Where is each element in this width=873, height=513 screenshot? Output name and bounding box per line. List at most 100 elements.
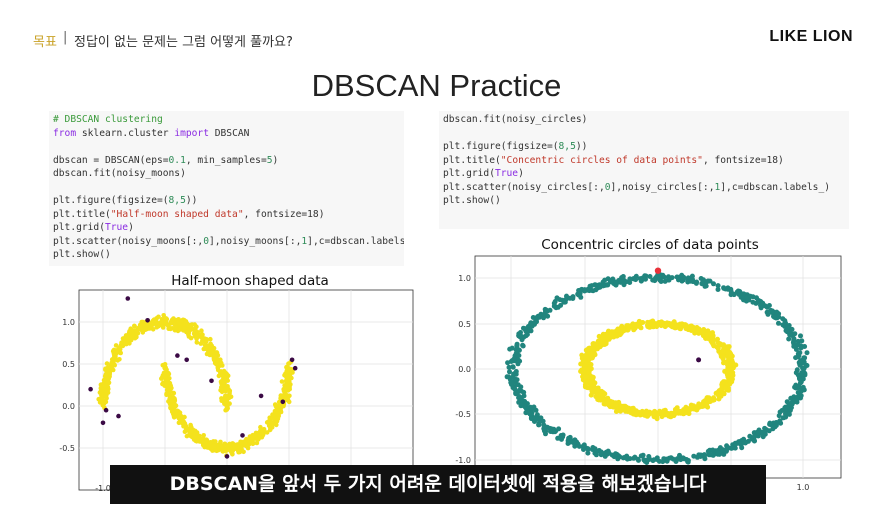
- outer-cluster-point: [643, 276, 648, 282]
- outer-cluster-point: [733, 441, 739, 447]
- plot-right: 1.0 0.5 0.0 -0.5 -1.0 1.0: [455, 255, 842, 492]
- inner-cluster-point: [613, 402, 619, 408]
- outer-cluster-point: [593, 452, 599, 458]
- y-tick-label: 0.0: [458, 365, 471, 374]
- inner-cluster-point: [582, 358, 588, 364]
- inner-cluster-point: [595, 388, 601, 393]
- outer-cluster-point: [515, 382, 521, 388]
- outer-cluster-point: [715, 283, 721, 289]
- cluster-point: [214, 350, 220, 356]
- noise-point: [145, 318, 150, 323]
- outer-cluster-point: [723, 286, 728, 292]
- cluster-point: [98, 389, 104, 394]
- cluster-point: [194, 340, 200, 345]
- outer-cluster-point: [511, 356, 517, 362]
- outer-cluster-point: [523, 333, 529, 339]
- outer-cluster-point: [633, 277, 639, 283]
- outer-cluster-point: [679, 272, 685, 278]
- outer-cluster-point: [627, 276, 633, 282]
- code-number: 8,5: [558, 141, 576, 152]
- code-keyword: True: [494, 168, 519, 179]
- outer-cluster-point: [620, 274, 626, 279]
- inner-cluster-point: [694, 407, 700, 413]
- outer-cluster-point: [694, 279, 700, 285]
- cluster-point: [215, 358, 221, 364]
- cluster-point: [232, 444, 238, 450]
- outer-cluster-point: [528, 416, 534, 422]
- slide-title: DBSCAN Practice: [311, 68, 562, 103]
- cluster-point: [189, 322, 195, 327]
- inner-cluster-point: [582, 384, 588, 390]
- inner-cluster-point: [720, 348, 726, 354]
- cluster-point: [172, 324, 178, 330]
- outer-cluster-point: [691, 453, 697, 459]
- inner-cluster-point: [585, 347, 591, 353]
- cluster-point: [197, 433, 202, 439]
- cluster-point: [173, 403, 179, 408]
- outer-cluster-point: [533, 415, 538, 421]
- cluster-point: [169, 317, 175, 323]
- cluster-point: [197, 332, 203, 338]
- cluster-point: [182, 414, 187, 420]
- cluster-point: [213, 354, 218, 359]
- outer-cluster-point: [578, 294, 584, 300]
- cluster-point: [133, 328, 139, 333]
- outer-cluster-point: [791, 343, 797, 349]
- inner-cluster-point: [730, 372, 736, 378]
- cluster-point: [166, 391, 172, 396]
- cluster-point: [279, 379, 285, 384]
- y-tick-label: 1.0: [458, 274, 471, 283]
- outer-cluster-point: [613, 279, 619, 285]
- outer-cluster-point: [522, 326, 528, 332]
- outer-cluster-point: [742, 440, 748, 446]
- inner-cluster-point: [583, 354, 589, 360]
- outer-cluster-point: [518, 397, 524, 403]
- outer-cluster-point: [605, 450, 611, 456]
- cluster-point: [164, 322, 170, 327]
- cluster-point: [104, 361, 110, 366]
- outer-cluster-point: [786, 336, 792, 342]
- inner-cluster-point: [650, 322, 655, 327]
- plot-left-points: [88, 296, 298, 459]
- noise-point: [289, 357, 295, 363]
- cluster-point: [284, 393, 290, 398]
- inner-cluster-point: [654, 416, 660, 422]
- cluster-point: [287, 361, 292, 366]
- cluster-point: [171, 395, 176, 400]
- outer-cluster-point: [751, 438, 757, 444]
- outer-cluster-point: [515, 357, 521, 363]
- inner-cluster-point: [723, 385, 728, 391]
- cluster-point: [115, 349, 120, 354]
- code-string: "Half-moon shaped data": [110, 208, 244, 220]
- cluster-point: [284, 386, 289, 392]
- outer-cluster-point: [620, 279, 626, 285]
- outer-cluster-point: [766, 303, 772, 308]
- inner-cluster-point: [721, 391, 727, 397]
- cluster-point: [252, 433, 257, 439]
- noise-point: [292, 365, 298, 371]
- outer-cluster-point: [708, 452, 714, 458]
- cluster-point: [221, 368, 227, 374]
- code-text: sklearn.cluster: [76, 127, 175, 139]
- cluster-point: [102, 383, 108, 388]
- outer-cluster-point: [547, 425, 553, 431]
- outer-cluster-point: [802, 355, 808, 361]
- cluster-point: [287, 368, 293, 373]
- cluster-point: [278, 405, 284, 410]
- outer-cluster-point: [689, 273, 695, 279]
- code-string: "Concentric circles of data points": [500, 154, 703, 166]
- inner-cluster-point: [674, 405, 680, 411]
- cluster-point: [220, 447, 226, 453]
- outer-cluster-point: [647, 274, 653, 279]
- inner-cluster-point: [664, 322, 670, 328]
- cluster-point: [199, 328, 204, 333]
- brand-logo: LIKE LION: [769, 28, 853, 45]
- noise-point: [696, 357, 702, 363]
- code-text: plt.figure(figsize=(: [443, 141, 559, 152]
- cluster-point: [266, 423, 272, 428]
- outer-cluster-point: [605, 282, 611, 288]
- outer-cluster-point: [780, 415, 786, 421]
- inner-cluster-point: [718, 341, 724, 347]
- cluster-point: [204, 343, 210, 349]
- inner-cluster-point: [578, 368, 584, 374]
